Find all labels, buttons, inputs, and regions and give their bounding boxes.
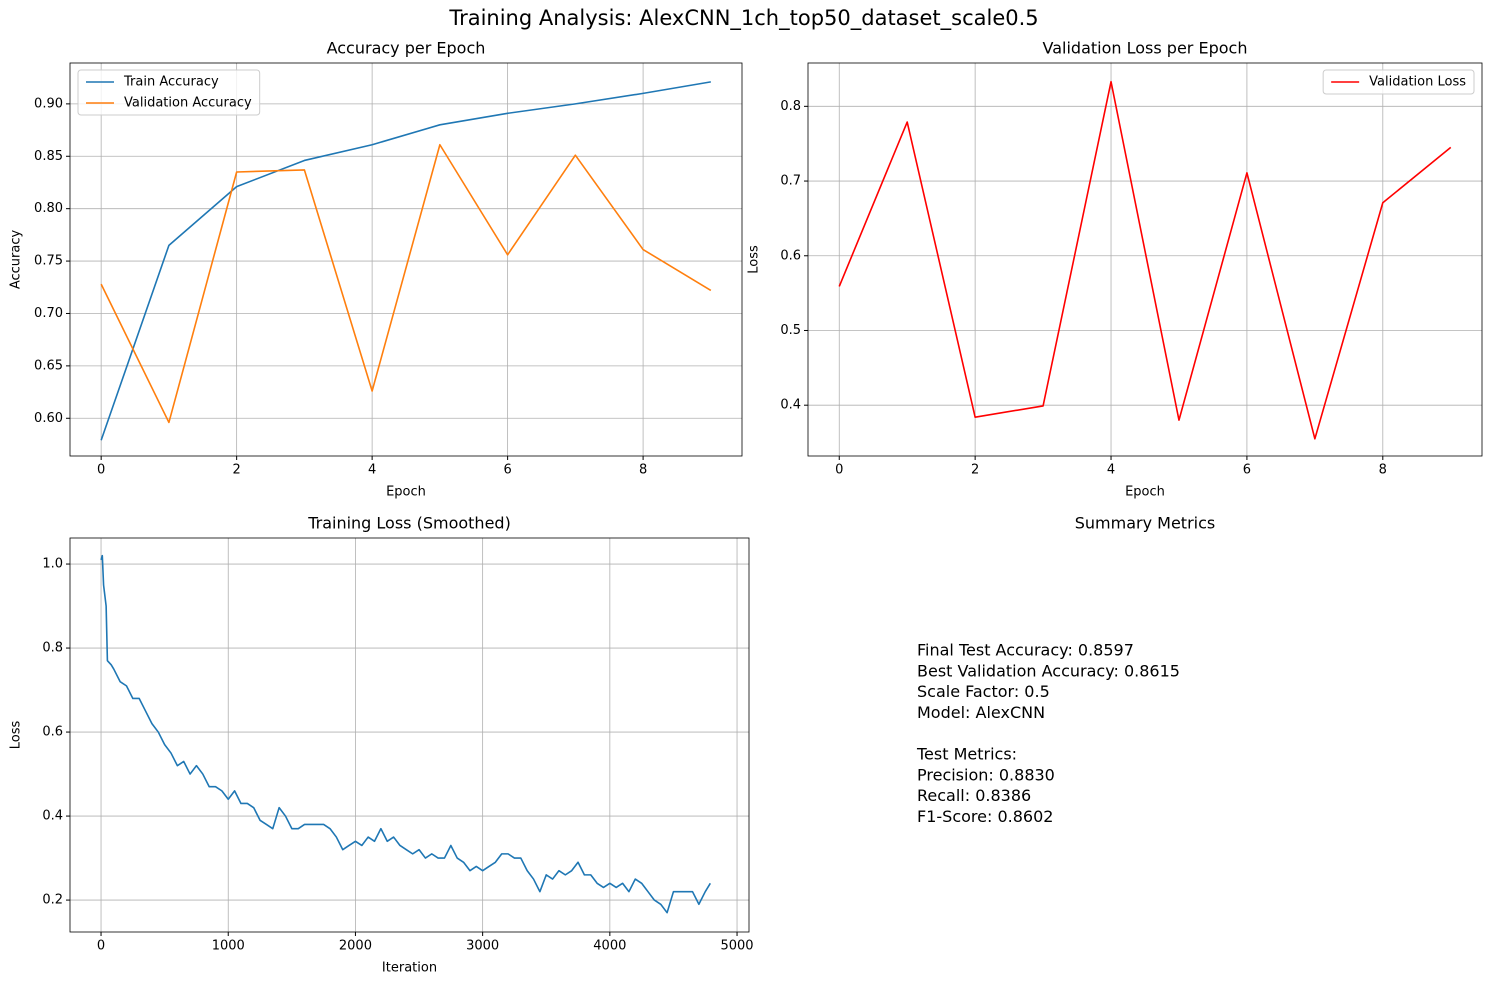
y-tick-label: 0.80: [34, 201, 63, 216]
y-tick-label: 0.90: [34, 96, 63, 111]
x-tick-label: 6: [1243, 463, 1251, 478]
y-tick-label: 0.8: [42, 641, 63, 656]
metric-line: Scale Factor: 0.5: [917, 682, 1050, 701]
legend: Validation Loss: [1322, 69, 1475, 95]
y-tick-label: 0.65: [34, 358, 63, 373]
y-axis-label: Accuracy: [9, 230, 24, 290]
y-tick-label: 0.2: [42, 893, 63, 908]
legend: Train Accuracy Validation Accuracy: [77, 69, 261, 116]
metric-line: Recall: 0.8386: [917, 786, 1031, 805]
x-tick-label: 4: [1107, 463, 1115, 478]
x-tick-label: 4000: [593, 939, 626, 954]
series-line: [100, 554, 712, 914]
y-tick-label: 1.0: [42, 557, 63, 572]
y-tick-label: 0.6: [780, 248, 801, 263]
x-tick-label: 0: [835, 463, 843, 478]
axes-frame: [69, 537, 750, 933]
x-tick-label: 8: [639, 463, 647, 478]
y-tick-label: 0.70: [34, 306, 63, 321]
x-tick-label: 8: [1379, 463, 1387, 478]
legend-label: Validation Accuracy: [124, 96, 252, 111]
metric-line: F1-Score: 0.8602: [917, 807, 1053, 826]
y-tick-label: 0.60: [34, 411, 63, 426]
metric-line: Test Metrics:: [916, 745, 1017, 764]
y-tick-label: 0.6: [42, 725, 63, 740]
x-tick-label: 0: [97, 463, 105, 478]
metric-line: Final Test Accuracy: 0.8597: [917, 641, 1134, 660]
axes-frame: [69, 62, 743, 457]
x-axis-label: Iteration: [382, 961, 437, 976]
x-tick-label: 2: [233, 463, 241, 478]
axes-title: Training Loss (Smoothed): [307, 514, 511, 533]
x-tick-label: 3000: [466, 939, 499, 954]
y-tick-label: 0.85: [34, 149, 63, 164]
metric-line: Best Validation Accuracy: 0.8615: [917, 661, 1180, 680]
legend-frame: [1322, 69, 1475, 95]
x-tick-label: 5000: [720, 939, 753, 954]
legend-label: Validation Loss: [1369, 75, 1466, 90]
x-axis-label: Epoch: [1125, 485, 1165, 500]
x-tick-label: 2: [971, 463, 979, 478]
y-tick-label: 0.7: [780, 174, 801, 189]
series-line: [838, 80, 1452, 440]
x-axis-label: Epoch: [386, 485, 426, 500]
x-tick-label: 2000: [339, 939, 372, 954]
y-axis-label: Loss: [747, 245, 762, 274]
x-tick-label: 1000: [212, 939, 245, 954]
x-tick-label: 6: [503, 463, 511, 478]
y-tick-label: 0.8: [780, 99, 801, 114]
series-line: [100, 143, 712, 424]
axes-frame: [807, 62, 1483, 457]
metric-line: Model: AlexCNN: [917, 703, 1045, 722]
axes-title: Accuracy per Epoch: [327, 39, 486, 58]
metric-line: Precision: 0.8830: [917, 765, 1055, 784]
y-axis-label: Loss: [9, 721, 24, 750]
figure-title: Training Analysis: AlexCNN_1ch_top50_dat…: [448, 6, 1038, 31]
legend-frame: [77, 69, 261, 116]
legend-label: Train Accuracy: [123, 75, 219, 90]
axes-title: Validation Loss per Epoch: [1043, 39, 1248, 58]
y-tick-label: 0.4: [42, 809, 63, 824]
x-tick-label: 0: [97, 939, 105, 954]
x-tick-label: 4: [368, 463, 376, 478]
y-tick-label: 0.4: [780, 398, 801, 413]
y-tick-label: 0.5: [780, 323, 801, 338]
y-tick-label: 0.75: [34, 254, 63, 269]
axes-title: Summary Metrics: [1075, 514, 1215, 533]
series-line: [100, 81, 711, 441]
